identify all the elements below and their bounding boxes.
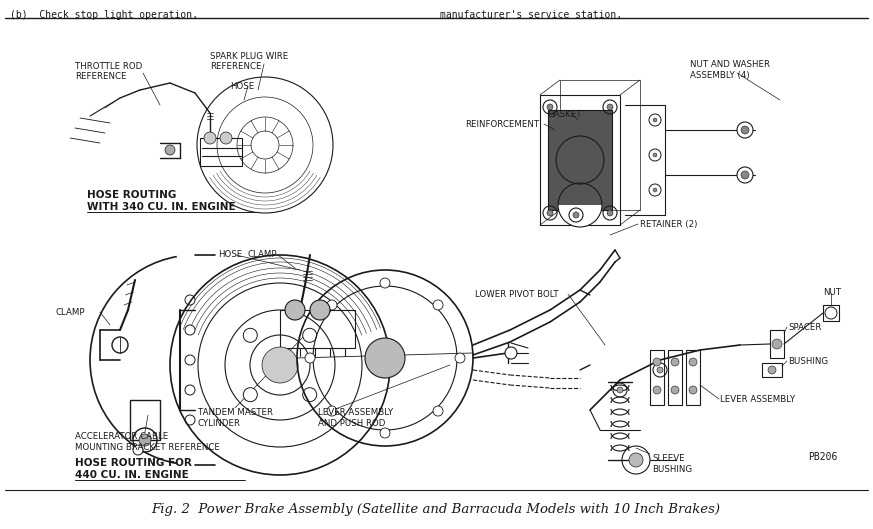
Text: ACCELERATOR CABLE: ACCELERATOR CABLE bbox=[75, 432, 168, 441]
Circle shape bbox=[305, 353, 315, 363]
Circle shape bbox=[303, 329, 317, 342]
Text: THROTTLE ROD: THROTTLE ROD bbox=[75, 62, 142, 71]
Circle shape bbox=[327, 406, 337, 416]
Text: SLEEVE: SLEEVE bbox=[652, 454, 684, 463]
Circle shape bbox=[653, 118, 657, 122]
Text: RETAINER (2): RETAINER (2) bbox=[640, 220, 698, 229]
Text: HOSE: HOSE bbox=[218, 250, 242, 259]
Text: HOSE ROUTING: HOSE ROUTING bbox=[87, 190, 176, 200]
Bar bbox=[540, 95, 620, 225]
Text: AND PUSH ROD: AND PUSH ROD bbox=[318, 419, 385, 428]
Circle shape bbox=[285, 300, 305, 320]
Circle shape bbox=[653, 358, 661, 366]
Circle shape bbox=[505, 347, 517, 359]
Circle shape bbox=[737, 122, 753, 138]
Text: CLAMP: CLAMP bbox=[248, 250, 278, 259]
Circle shape bbox=[185, 415, 195, 425]
Circle shape bbox=[380, 278, 390, 288]
Circle shape bbox=[569, 208, 583, 222]
Circle shape bbox=[653, 386, 661, 394]
Text: 440 CU. IN. ENGINE: 440 CU. IN. ENGINE bbox=[75, 470, 189, 480]
Circle shape bbox=[165, 145, 175, 155]
Circle shape bbox=[657, 367, 663, 373]
Bar bbox=[686, 350, 700, 405]
Bar bbox=[668, 350, 682, 405]
Text: WITH 340 CU. IN. ENGINE: WITH 340 CU. IN. ENGINE bbox=[87, 202, 236, 212]
Circle shape bbox=[768, 366, 776, 374]
Circle shape bbox=[365, 338, 405, 378]
Circle shape bbox=[139, 434, 151, 446]
Text: CYLINDER: CYLINDER bbox=[198, 419, 241, 428]
Text: SPARK PLUG WIRE: SPARK PLUG WIRE bbox=[210, 52, 288, 61]
Text: ASSEMBLY (4): ASSEMBLY (4) bbox=[690, 71, 750, 80]
Text: GASKET: GASKET bbox=[548, 110, 582, 119]
Bar bbox=[762, 363, 782, 377]
Text: HOSE ROUTING FOR: HOSE ROUTING FOR bbox=[75, 458, 192, 468]
Circle shape bbox=[204, 132, 216, 144]
Text: LOWER PIVOT BOLT: LOWER PIVOT BOLT bbox=[475, 290, 559, 299]
Bar bbox=[280, 310, 355, 348]
Bar bbox=[560, 80, 640, 210]
Circle shape bbox=[433, 406, 443, 416]
Bar bbox=[548, 110, 612, 210]
Text: SPACER: SPACER bbox=[788, 323, 821, 332]
Text: NUT AND WASHER: NUT AND WASHER bbox=[690, 60, 770, 69]
Text: TANDEM MASTER: TANDEM MASTER bbox=[198, 408, 273, 417]
Bar bbox=[200, 138, 242, 166]
Circle shape bbox=[547, 210, 553, 216]
Bar bbox=[130, 400, 160, 440]
Text: NUT: NUT bbox=[823, 288, 841, 297]
Circle shape bbox=[573, 212, 579, 218]
Bar bbox=[770, 330, 784, 358]
Circle shape bbox=[262, 347, 298, 383]
Circle shape bbox=[185, 385, 195, 395]
Circle shape bbox=[671, 358, 679, 366]
Text: BUSHING: BUSHING bbox=[652, 465, 692, 474]
Circle shape bbox=[772, 339, 782, 349]
Circle shape bbox=[617, 387, 623, 393]
Circle shape bbox=[629, 453, 643, 467]
Text: REFERENCE: REFERENCE bbox=[75, 72, 127, 81]
Circle shape bbox=[653, 153, 657, 157]
Circle shape bbox=[653, 188, 657, 192]
Circle shape bbox=[455, 353, 465, 363]
Circle shape bbox=[380, 428, 390, 438]
Circle shape bbox=[433, 300, 443, 310]
Circle shape bbox=[133, 445, 143, 455]
Circle shape bbox=[310, 300, 330, 320]
Circle shape bbox=[547, 104, 553, 110]
Circle shape bbox=[185, 325, 195, 335]
Bar bbox=[823, 305, 839, 321]
Bar bbox=[650, 350, 664, 405]
Text: CLAMP: CLAMP bbox=[55, 308, 85, 317]
Text: REINFORCEMENT: REINFORCEMENT bbox=[465, 120, 540, 129]
Circle shape bbox=[689, 358, 697, 366]
Text: BUSHING: BUSHING bbox=[788, 357, 828, 366]
Circle shape bbox=[607, 104, 613, 110]
Circle shape bbox=[689, 386, 697, 394]
Circle shape bbox=[327, 300, 337, 310]
Text: REFERENCE: REFERENCE bbox=[210, 62, 262, 71]
Circle shape bbox=[671, 386, 679, 394]
Text: MOUNTING BRACKET REFERENCE: MOUNTING BRACKET REFERENCE bbox=[75, 443, 220, 452]
Circle shape bbox=[185, 295, 195, 305]
Text: (b)  Check stop light operation.: (b) Check stop light operation. bbox=[10, 10, 198, 20]
Circle shape bbox=[303, 388, 317, 402]
Text: LEVER ASSEMBLY: LEVER ASSEMBLY bbox=[318, 408, 393, 417]
Circle shape bbox=[741, 126, 749, 134]
Circle shape bbox=[244, 329, 258, 342]
Wedge shape bbox=[558, 205, 602, 227]
Circle shape bbox=[741, 171, 749, 179]
Circle shape bbox=[185, 355, 195, 365]
Text: LEVER ASSEMBLY: LEVER ASSEMBLY bbox=[720, 395, 795, 404]
Text: HOSE: HOSE bbox=[230, 82, 254, 91]
Text: Fig. 2  Power Brake Assembly (Satellite and Barracuda Models with 10 Inch Brakes: Fig. 2 Power Brake Assembly (Satellite a… bbox=[152, 504, 720, 516]
Text: PB206: PB206 bbox=[808, 452, 837, 462]
Circle shape bbox=[220, 132, 232, 144]
Circle shape bbox=[737, 167, 753, 183]
Circle shape bbox=[607, 210, 613, 216]
Text: manufacturer's service station.: manufacturer's service station. bbox=[440, 10, 622, 20]
Circle shape bbox=[244, 388, 258, 402]
